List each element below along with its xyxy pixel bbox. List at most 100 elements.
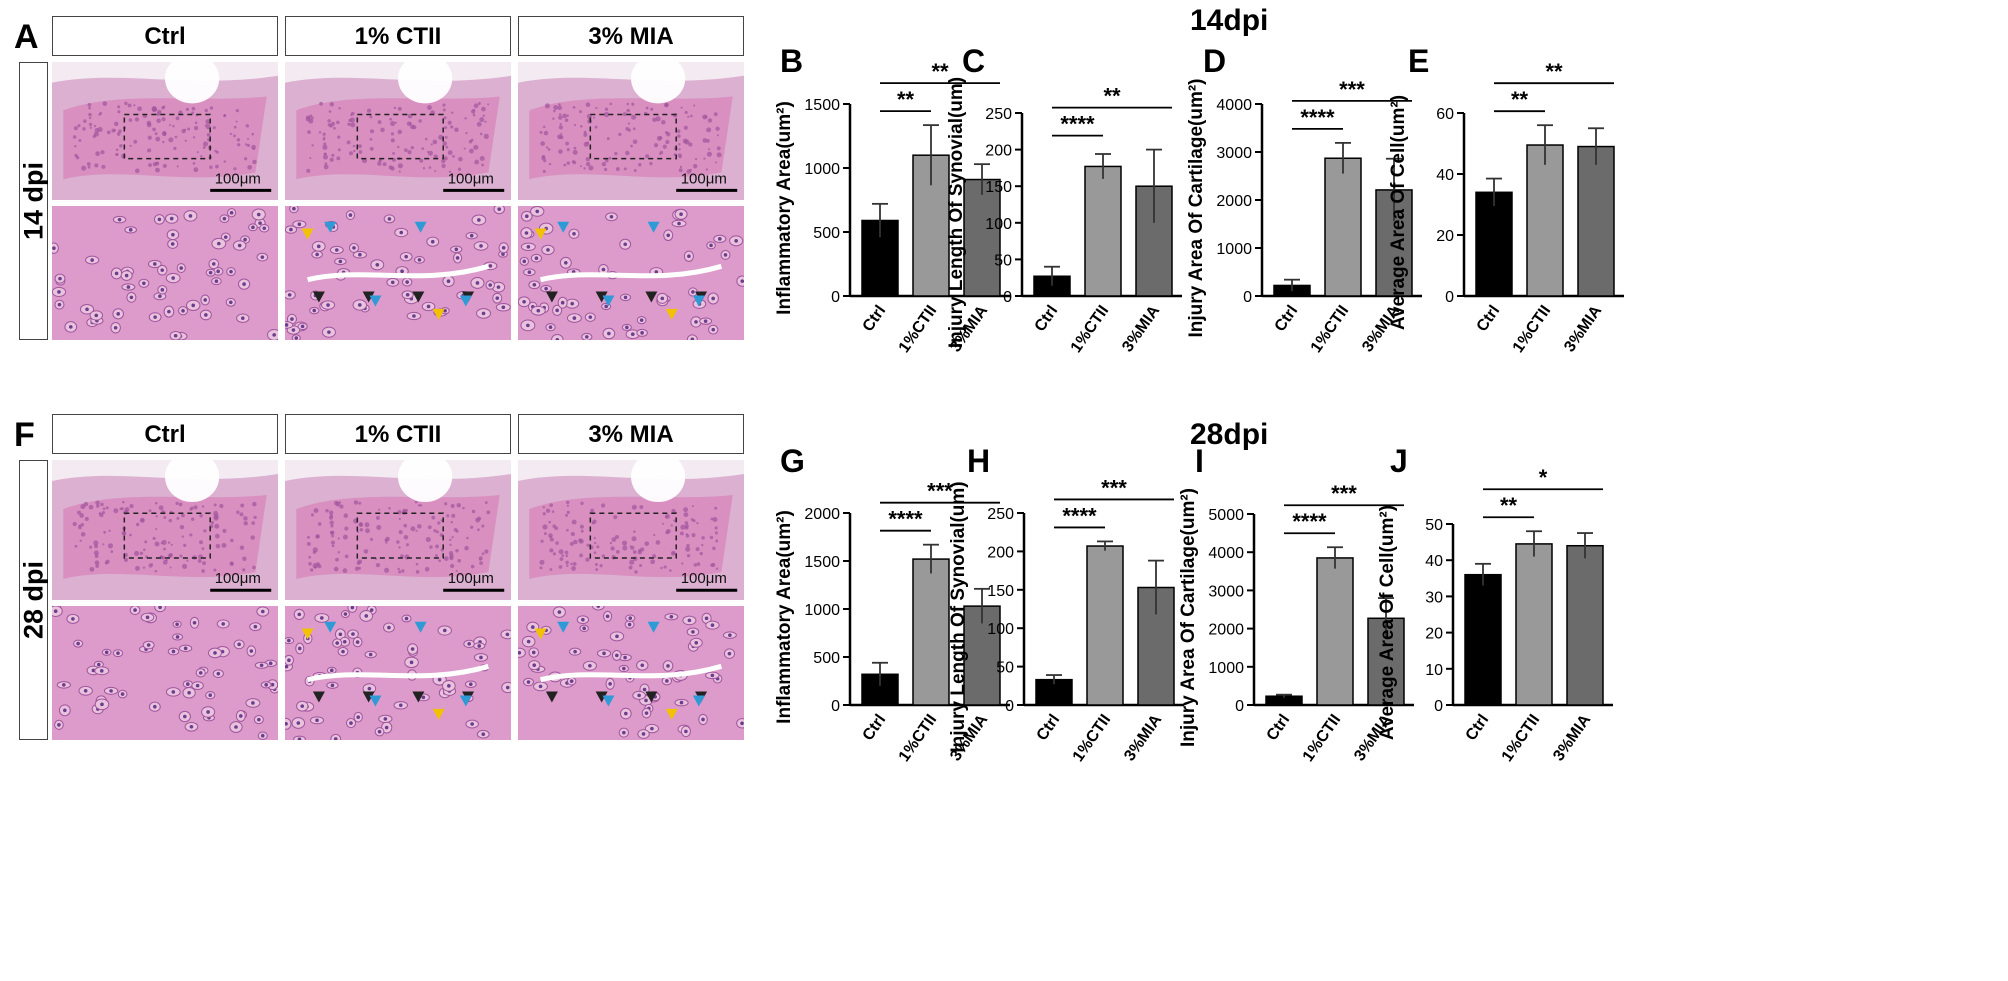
- x-tick-label: 3%MIA: [1359, 302, 1403, 355]
- y-tick-label: 100: [985, 216, 1012, 233]
- y-tick-label: 150: [985, 179, 1012, 196]
- y-tick-label: 250: [987, 506, 1014, 523]
- black-arrow-icon: [545, 291, 558, 303]
- bar-1%CTII: [1086, 545, 1124, 706]
- y-tick-label: 4000: [1216, 97, 1252, 114]
- y-axis-label: Injury Length Of Synovial(um): [946, 77, 967, 348]
- blue-arrow-icon: [324, 221, 337, 233]
- x-tick-label: Ctrl: [1034, 712, 1064, 744]
- panel-letter-f: F: [14, 416, 35, 454]
- scale-bar-label: 100μm: [681, 570, 727, 587]
- y-tick-label: 60: [1436, 106, 1454, 123]
- y-axis-label: Inflammatory Area(um²): [774, 101, 795, 315]
- row-label-28dpi: 28 dpi: [18, 560, 48, 640]
- scale-bar-label: 100μm: [448, 170, 494, 187]
- y-tick-label: 4000: [1208, 545, 1244, 562]
- blue-arrow-icon: [414, 621, 427, 633]
- y-tick-label: 100: [987, 621, 1014, 638]
- black-arrow-icon: [645, 291, 658, 303]
- y-axis-label: Average Area Of Cell(um²): [1377, 505, 1398, 740]
- black-arrow-icon: [595, 691, 608, 703]
- y-tick-label: 250: [985, 106, 1012, 123]
- row-label-box-28dpi: 28 dpi: [18, 460, 48, 740]
- bar-1%CTII: [1526, 144, 1564, 297]
- blue-arrow-icon: [557, 221, 570, 233]
- scale-bar-label: 100μm: [215, 170, 261, 187]
- col-header-mia-28: 3% MIA: [518, 414, 744, 454]
- black-arrow-icon: [362, 291, 375, 303]
- significance-label: ***: [1331, 481, 1357, 506]
- x-tick-label: 1%CTII: [1300, 712, 1345, 765]
- y-tick-label: 50: [996, 660, 1014, 677]
- histology-ctrl-overview-28dpi: 100μm: [52, 460, 278, 600]
- significance-label: ****: [1060, 112, 1095, 137]
- black-arrow-icon: [545, 691, 558, 703]
- yellow-arrow-icon: [301, 228, 314, 240]
- black-arrow-icon: [595, 291, 608, 303]
- scale-bar-label: 100μm: [448, 570, 494, 587]
- histology-ctii-zoom-28dpi: [285, 606, 511, 740]
- black-arrow-icon: [645, 691, 658, 703]
- time-title-14dpi: 14dpi: [1190, 4, 1269, 37]
- x-tick-label: 3%MIA: [1561, 302, 1605, 355]
- y-tick-label: 40: [1436, 167, 1454, 184]
- y-tick-label: 1000: [804, 602, 840, 619]
- blue-arrow-icon: [369, 295, 382, 307]
- bar-3%MIA: [1375, 189, 1413, 297]
- x-tick-label: Ctrl: [1032, 303, 1062, 335]
- y-axis-label: Injury Length Of Synovial(um): [948, 481, 969, 752]
- y-tick-label: 3000: [1208, 583, 1244, 600]
- row-label-box-14dpi: 14 dpi: [18, 62, 48, 340]
- significance-label: ***: [927, 479, 953, 504]
- y-tick-label: 2000: [1216, 193, 1252, 210]
- x-tick-label: 1%CTII: [1308, 303, 1353, 356]
- bar-3%MIA: [963, 178, 1001, 297]
- black-arrow-icon: [412, 291, 425, 303]
- chart-E: E 0 20 40 60 Average Area Of Cell(um²) Ctrl 1%C…: [1388, 43, 1624, 356]
- y-tick-label: 0: [831, 289, 840, 306]
- panel-letter: J: [1390, 443, 1408, 479]
- y-tick-label: 1500: [804, 97, 840, 114]
- y-tick-label: 0: [1005, 698, 1014, 715]
- y-tick-label: 200: [987, 544, 1014, 561]
- panel-letter: C: [962, 43, 985, 79]
- scale-bar-label: 100μm: [681, 170, 727, 187]
- significance-label: **: [1511, 87, 1529, 112]
- x-tick-label: Ctrl: [860, 303, 890, 335]
- significance-label: ***: [1101, 475, 1127, 500]
- blue-arrow-icon: [459, 695, 472, 707]
- y-tick-label: 0: [1243, 289, 1252, 306]
- panel-letter: B: [780, 43, 803, 79]
- histology-ctrl-overview-14dpi: 100μm: [52, 62, 278, 200]
- panel-letter: H: [967, 443, 990, 479]
- y-axis-label: Average Area Of Cell(um²): [1388, 95, 1409, 330]
- bar-1%CTII: [912, 558, 950, 706]
- x-tick-label: 3%MIA: [1550, 711, 1594, 764]
- bar-1%CTII: [1515, 543, 1553, 706]
- y-tick-label: 0: [1003, 289, 1012, 306]
- bar-1%CTII: [1316, 557, 1354, 706]
- blue-arrow-icon: [414, 221, 427, 233]
- yellow-arrow-icon: [534, 628, 547, 640]
- x-tick-label: 1%CTII: [1070, 712, 1115, 765]
- x-tick-label: Ctrl: [1264, 712, 1294, 744]
- y-tick-label: 0: [1445, 289, 1454, 306]
- black-arrow-icon: [312, 691, 325, 703]
- bar-Ctrl: [1273, 284, 1311, 297]
- bar-Ctrl: [861, 673, 899, 706]
- x-tick-label: Ctrl: [1474, 303, 1504, 335]
- blue-arrow-icon: [324, 621, 337, 633]
- blue-arrow-icon: [602, 695, 615, 707]
- bar-3%MIA: [1367, 617, 1405, 706]
- time-title-28dpi: 28dpi: [1190, 418, 1269, 451]
- y-tick-label: 0: [1235, 698, 1244, 715]
- col-header-ctrl-28: Ctrl: [52, 414, 278, 454]
- bar-Ctrl: [1475, 191, 1513, 297]
- significance-label: **: [1500, 493, 1518, 518]
- histology-ctii-overview-28dpi: 100μm: [285, 460, 511, 600]
- y-tick-label: 2000: [804, 506, 840, 523]
- blue-arrow-icon: [647, 621, 660, 633]
- bar-Ctrl: [1265, 695, 1303, 706]
- black-arrow-icon: [362, 691, 375, 703]
